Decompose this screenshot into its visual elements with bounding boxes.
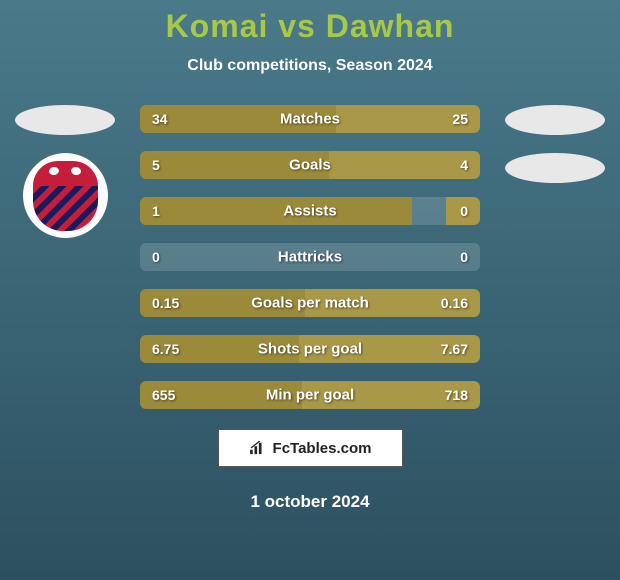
stat-row: Hattricks 0 0: [140, 243, 480, 271]
stat-value-right: 0: [460, 203, 468, 219]
content-area: Matches 34 25 Goals 5 4 Assists 1 0 Hattricks 0 0 Go…: [0, 105, 620, 512]
team-right-oval: [505, 153, 605, 183]
stat-label: Goals per match: [251, 295, 369, 312]
stat-label: Goals: [289, 157, 331, 174]
footer-brand-text: FcTables.com: [273, 440, 372, 457]
stat-row: Shots per goal 6.75 7.67: [140, 335, 480, 363]
stat-value-right: 4: [460, 157, 468, 173]
stat-row: Assists 1 0: [140, 197, 480, 225]
stat-value-left: 6.75: [152, 341, 179, 357]
left-team-logos: [10, 105, 120, 238]
page-title: Komai vs Dawhan: [0, 8, 620, 45]
team-left-badge: [23, 153, 108, 238]
player-left-oval: [15, 105, 115, 135]
stat-value-left: 34: [152, 111, 168, 127]
stat-value-left: 655: [152, 387, 175, 403]
stat-bar-left: [140, 197, 412, 225]
chart-icon: [249, 441, 267, 455]
stat-value-left: 5: [152, 157, 160, 173]
stat-label: Matches: [280, 111, 340, 128]
stats-container: Matches 34 25 Goals 5 4 Assists 1 0 Hattricks 0 0 Go…: [140, 105, 480, 409]
stat-value-right: 718: [445, 387, 468, 403]
stat-row: Goals per match 0.15 0.16: [140, 289, 480, 317]
stat-label: Hattricks: [278, 249, 342, 266]
stat-row: Goals 5 4: [140, 151, 480, 179]
stat-value-right: 0.16: [441, 295, 468, 311]
player-right-oval: [505, 105, 605, 135]
date-text: 1 october 2024: [10, 492, 610, 512]
page-subtitle: Club competitions, Season 2024: [0, 57, 620, 75]
header: Komai vs Dawhan Club competitions, Seaso…: [0, 0, 620, 75]
right-team-logos: [500, 105, 610, 201]
stat-value-left: 0.15: [152, 295, 179, 311]
footer-brand-badge[interactable]: FcTables.com: [218, 429, 403, 467]
stat-label: Assists: [283, 203, 336, 220]
stat-bar-right: [329, 151, 480, 179]
stat-value-left: 1: [152, 203, 160, 219]
stat-label: Min per goal: [266, 387, 354, 404]
stat-value-right: 25: [452, 111, 468, 127]
stat-value-right: 0: [460, 249, 468, 265]
stat-label: Shots per goal: [258, 341, 362, 358]
stat-row: Matches 34 25: [140, 105, 480, 133]
stat-value-right: 7.67: [441, 341, 468, 357]
stat-value-left: 0: [152, 249, 160, 265]
stat-row: Min per goal 655 718: [140, 381, 480, 409]
